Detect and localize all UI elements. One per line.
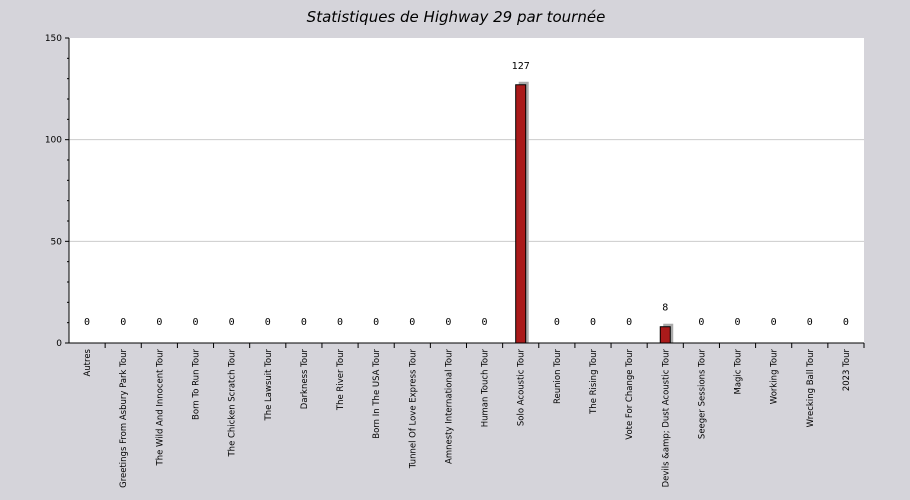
axes bbox=[65, 37, 865, 348]
x-axis-ticks: Autres Greetings From Asbury Park Tour The… bbox=[83, 348, 852, 487]
data-label: 8 bbox=[662, 303, 668, 314]
data-label: 0 bbox=[301, 317, 307, 328]
x-tick-label: Darkness Tour bbox=[300, 349, 310, 410]
data-label: 127 bbox=[512, 61, 530, 72]
data-label: 0 bbox=[337, 317, 343, 328]
x-tick-label: The River Tour bbox=[336, 349, 346, 412]
x-tick-label: Solo Acoustic Tour bbox=[517, 349, 527, 427]
data-labels: 0 0 0 0 0 0 0 0 0 0 0 0 127 0 0 0 8 0 0 0 0 0 bbox=[84, 61, 849, 328]
x-tick-label: Born To Run Tour bbox=[191, 349, 201, 420]
data-label: 0 bbox=[771, 317, 777, 328]
x-tick-label: The Chicken Scratch Tour bbox=[228, 349, 238, 458]
x-tick-label: Born In The USA Tour bbox=[372, 349, 382, 439]
bar bbox=[659, 326, 671, 344]
x-tick-label: Autres bbox=[83, 348, 93, 376]
x-tick-label: The Rising Tour bbox=[589, 349, 599, 415]
x-tick-label: Amnesty International Tour bbox=[444, 349, 454, 464]
y-axis-ticks: 0 50 100 150 bbox=[45, 34, 62, 349]
y-tick-label: 0 bbox=[56, 339, 62, 349]
y-tick-label: 50 bbox=[51, 237, 63, 247]
data-label: 0 bbox=[156, 317, 162, 328]
data-label: 0 bbox=[409, 317, 415, 328]
x-tick-label: Seeger Sessions Tour bbox=[697, 349, 707, 440]
data-label: 0 bbox=[373, 317, 379, 328]
x-tick-label: The Lawsuit Tour bbox=[264, 348, 274, 421]
data-label: 0 bbox=[590, 317, 596, 328]
data-label: 0 bbox=[807, 317, 813, 328]
data-label: 0 bbox=[843, 317, 849, 328]
bar bbox=[515, 84, 527, 344]
data-label: 0 bbox=[265, 317, 271, 328]
x-tick-label: Tunnel Of Love Express Tour bbox=[408, 349, 418, 470]
data-label: 0 bbox=[120, 317, 126, 328]
x-tick-label: The Wild And Innocent Tour bbox=[155, 349, 165, 467]
data-label: 0 bbox=[229, 317, 235, 328]
data-label: 0 bbox=[626, 317, 632, 328]
x-tick-label: Devils &amp; Dust Acoustic Tour bbox=[661, 348, 671, 487]
data-label: 0 bbox=[735, 317, 741, 328]
data-label: 0 bbox=[192, 317, 198, 328]
data-label: 0 bbox=[554, 317, 560, 328]
plot-area bbox=[69, 38, 864, 343]
data-label: 0 bbox=[84, 317, 90, 328]
x-tick-label: 2023 Tour bbox=[842, 349, 852, 392]
data-label: 0 bbox=[482, 317, 488, 328]
x-tick-label: Magic Tour bbox=[734, 349, 744, 395]
x-tick-label: Working Tour bbox=[770, 348, 780, 404]
x-tick-label: Wrecking Ball Tour bbox=[806, 349, 816, 428]
y-tick-label: 100 bbox=[45, 136, 62, 146]
chart-title: Statistiques de Highway 29 par tournée bbox=[307, 8, 606, 26]
x-tick-label: Reunion Tour bbox=[553, 349, 563, 405]
x-tick-label: Greetings From Asbury Park Tour bbox=[119, 349, 129, 488]
data-label: 0 bbox=[698, 317, 704, 328]
x-tick-label: Vote For Change Tour bbox=[625, 349, 635, 440]
gridlines bbox=[69, 139, 864, 242]
data-label: 0 bbox=[445, 317, 451, 328]
x-tick-label: Human Touch Tour bbox=[481, 349, 491, 428]
y-tick-label: 150 bbox=[45, 34, 62, 44]
